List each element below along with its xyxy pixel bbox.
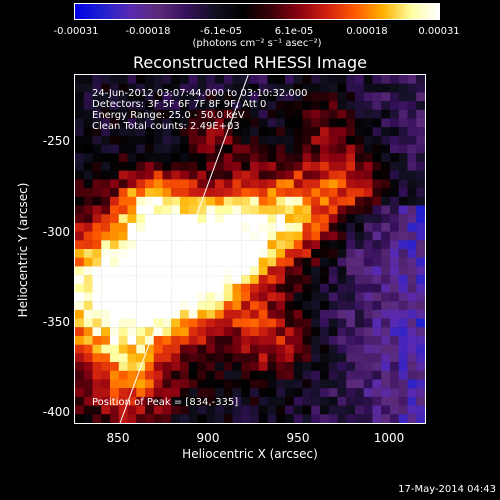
x-tick-label: 850 (106, 431, 130, 445)
colorbar-tick: 0.00031 (418, 26, 460, 37)
y-tick-label: -400 (42, 405, 70, 419)
colorbar (74, 3, 440, 20)
peak-position-label: Position of Peak = [834,-335] (92, 397, 239, 408)
plot-title: Reconstructed RHESSI Image (133, 53, 367, 72)
info-counts: Clean Total counts: 2.49E+03 (92, 121, 240, 132)
rhessi-image-map (75, 75, 425, 423)
x-axis-label: Heliocentric X (arcsec) (182, 447, 318, 461)
y-tick-label: -350 (42, 315, 70, 329)
colorbar-tick: -6.1e-05 (200, 26, 242, 37)
x-tick-label: 900 (196, 431, 220, 445)
y-tick-label: -300 (42, 225, 70, 239)
solar-limb-line (119, 75, 249, 423)
limb-line-layer (119, 75, 249, 423)
footer-timestamp: 17-May-2014 04:43 (398, 484, 496, 495)
y-axis-label: Heliocentric Y (arcsec) (16, 182, 30, 318)
colorbar-tick: -0.00031 (53, 26, 99, 37)
image-plot-area (74, 74, 426, 424)
y-tick-label: -250 (42, 134, 70, 148)
info-detectors: Detectors: 3F 5F 6F 7F 8F 9F, Att 0 (92, 99, 267, 110)
info-time-range: 24-Jun-2012 03:07:44.000 to 03:10:32.000 (92, 88, 308, 99)
colorbar-tick: 6.1e-05 (274, 26, 314, 37)
x-tick-label: 950 (286, 431, 310, 445)
colorbar-tick: 0.00018 (346, 26, 388, 37)
colorbar-tick: -0.00018 (125, 26, 171, 37)
info-energy-range: Energy Range: 25.0 - 50.0 keV (92, 110, 245, 121)
x-tick-label: 1000 (373, 431, 405, 445)
colorbar-unit-label: (photons cm⁻² s⁻¹ asec⁻²) (192, 38, 322, 49)
